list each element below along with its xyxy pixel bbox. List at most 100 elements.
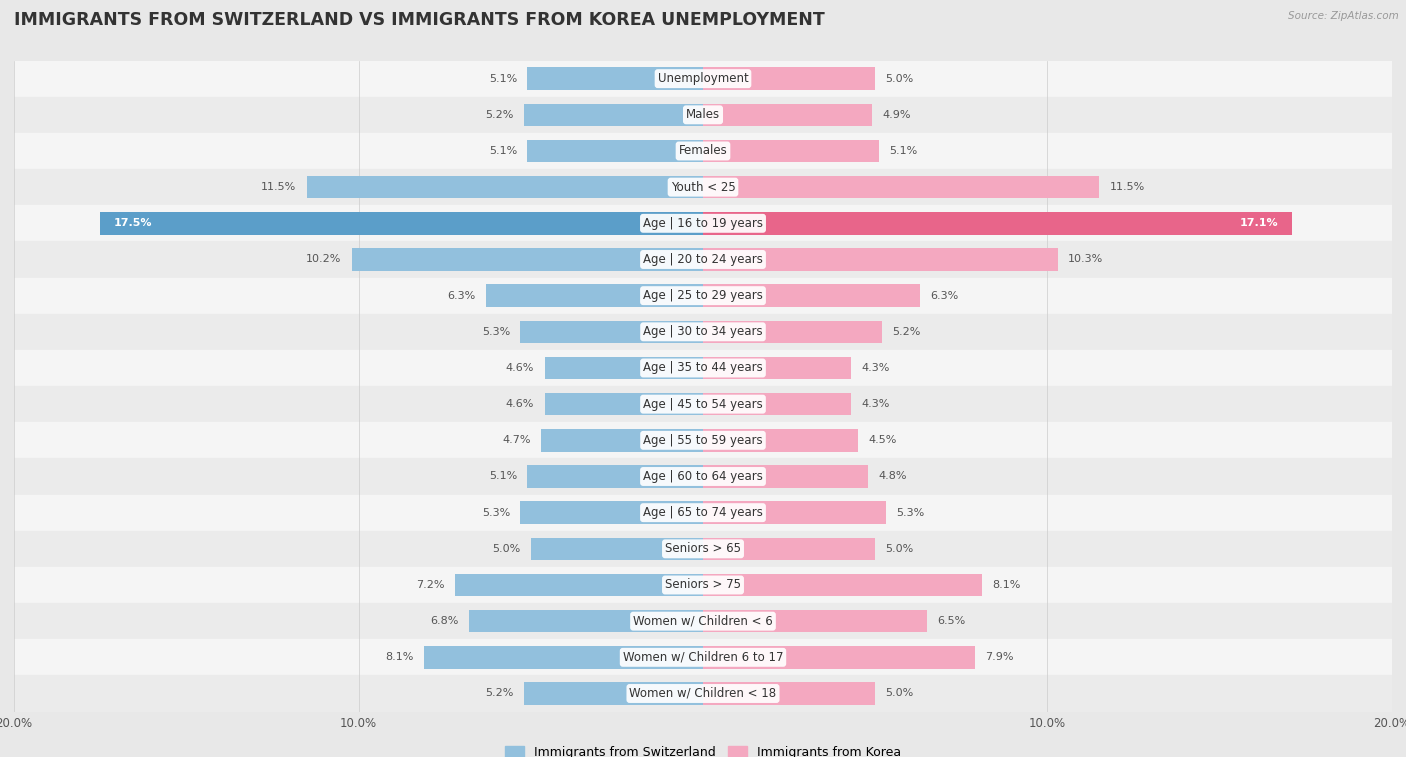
Bar xyxy=(14,603,1392,639)
Text: 8.1%: 8.1% xyxy=(993,580,1021,590)
Bar xyxy=(14,675,1392,712)
Text: 5.3%: 5.3% xyxy=(896,508,924,518)
Bar xyxy=(544,357,703,379)
Text: 4.7%: 4.7% xyxy=(502,435,531,445)
Bar xyxy=(544,393,703,416)
Text: 4.3%: 4.3% xyxy=(862,399,890,409)
Text: Seniors > 75: Seniors > 75 xyxy=(665,578,741,591)
Bar xyxy=(14,567,1392,603)
Bar xyxy=(703,212,1292,235)
Bar xyxy=(541,429,703,451)
Text: Age | 55 to 59 years: Age | 55 to 59 years xyxy=(643,434,763,447)
Bar xyxy=(703,67,875,90)
Text: Age | 20 to 24 years: Age | 20 to 24 years xyxy=(643,253,763,266)
Text: Males: Males xyxy=(686,108,720,121)
Bar xyxy=(703,357,851,379)
Bar xyxy=(703,321,882,343)
Bar xyxy=(14,169,1392,205)
Text: 5.0%: 5.0% xyxy=(886,544,914,554)
Text: 5.1%: 5.1% xyxy=(889,146,917,156)
Text: 5.0%: 5.0% xyxy=(886,73,914,83)
Text: Women w/ Children < 18: Women w/ Children < 18 xyxy=(630,687,776,700)
Text: Youth < 25: Youth < 25 xyxy=(671,181,735,194)
Bar xyxy=(100,212,703,235)
Bar xyxy=(527,466,703,488)
Text: 4.8%: 4.8% xyxy=(879,472,907,481)
Text: Women w/ Children 6 to 17: Women w/ Children 6 to 17 xyxy=(623,651,783,664)
Text: 17.1%: 17.1% xyxy=(1240,218,1278,229)
Text: 4.6%: 4.6% xyxy=(506,399,534,409)
Bar xyxy=(14,639,1392,675)
Text: Age | 65 to 74 years: Age | 65 to 74 years xyxy=(643,506,763,519)
Bar xyxy=(14,350,1392,386)
Bar xyxy=(307,176,703,198)
Text: Females: Females xyxy=(679,145,727,157)
Text: 11.5%: 11.5% xyxy=(262,182,297,192)
Bar xyxy=(14,313,1392,350)
Bar xyxy=(14,61,1392,97)
Bar xyxy=(703,248,1057,271)
Text: 5.2%: 5.2% xyxy=(485,110,513,120)
Bar xyxy=(703,176,1099,198)
Bar xyxy=(520,321,703,343)
Bar xyxy=(456,574,703,597)
Text: Women w/ Children < 6: Women w/ Children < 6 xyxy=(633,615,773,628)
Bar xyxy=(468,610,703,632)
Text: 5.2%: 5.2% xyxy=(893,327,921,337)
Text: 6.5%: 6.5% xyxy=(938,616,966,626)
Text: 5.0%: 5.0% xyxy=(886,689,914,699)
Bar xyxy=(14,386,1392,422)
Text: 5.3%: 5.3% xyxy=(482,327,510,337)
Text: 4.9%: 4.9% xyxy=(882,110,911,120)
Text: Source: ZipAtlas.com: Source: ZipAtlas.com xyxy=(1288,11,1399,21)
Text: 5.3%: 5.3% xyxy=(482,508,510,518)
Text: 5.0%: 5.0% xyxy=(492,544,520,554)
Bar xyxy=(14,422,1392,459)
Bar xyxy=(524,104,703,126)
Bar xyxy=(527,67,703,90)
Bar xyxy=(520,501,703,524)
Bar xyxy=(14,97,1392,133)
Text: 5.1%: 5.1% xyxy=(489,73,517,83)
Bar xyxy=(14,494,1392,531)
Bar xyxy=(425,646,703,668)
Bar xyxy=(486,285,703,307)
Bar xyxy=(14,241,1392,278)
Bar xyxy=(352,248,703,271)
Text: Age | 25 to 29 years: Age | 25 to 29 years xyxy=(643,289,763,302)
Text: 7.9%: 7.9% xyxy=(986,653,1014,662)
Text: Seniors > 65: Seniors > 65 xyxy=(665,542,741,556)
Text: IMMIGRANTS FROM SWITZERLAND VS IMMIGRANTS FROM KOREA UNEMPLOYMENT: IMMIGRANTS FROM SWITZERLAND VS IMMIGRANT… xyxy=(14,11,825,30)
Legend: Immigrants from Switzerland, Immigrants from Korea: Immigrants from Switzerland, Immigrants … xyxy=(501,741,905,757)
Text: 7.2%: 7.2% xyxy=(416,580,444,590)
Bar xyxy=(14,278,1392,313)
Bar xyxy=(703,574,981,597)
Bar xyxy=(703,393,851,416)
Bar xyxy=(527,140,703,162)
Bar xyxy=(703,610,927,632)
Bar xyxy=(703,646,976,668)
Text: Age | 30 to 34 years: Age | 30 to 34 years xyxy=(643,326,763,338)
Text: 6.3%: 6.3% xyxy=(931,291,959,301)
Text: 8.1%: 8.1% xyxy=(385,653,413,662)
Bar xyxy=(703,501,886,524)
Bar xyxy=(703,682,875,705)
Text: 10.2%: 10.2% xyxy=(307,254,342,264)
Text: 6.8%: 6.8% xyxy=(430,616,458,626)
Bar xyxy=(14,531,1392,567)
Text: Age | 16 to 19 years: Age | 16 to 19 years xyxy=(643,217,763,230)
Text: Unemployment: Unemployment xyxy=(658,72,748,85)
Text: 5.1%: 5.1% xyxy=(489,472,517,481)
Bar xyxy=(703,429,858,451)
Bar xyxy=(703,140,879,162)
Text: Age | 60 to 64 years: Age | 60 to 64 years xyxy=(643,470,763,483)
Bar xyxy=(14,459,1392,494)
Text: Age | 35 to 44 years: Age | 35 to 44 years xyxy=(643,362,763,375)
Text: Age | 45 to 54 years: Age | 45 to 54 years xyxy=(643,397,763,410)
Text: 6.3%: 6.3% xyxy=(447,291,475,301)
Text: 4.5%: 4.5% xyxy=(869,435,897,445)
Text: 4.6%: 4.6% xyxy=(506,363,534,373)
Bar xyxy=(531,537,703,560)
Text: 4.3%: 4.3% xyxy=(862,363,890,373)
Bar xyxy=(14,205,1392,241)
